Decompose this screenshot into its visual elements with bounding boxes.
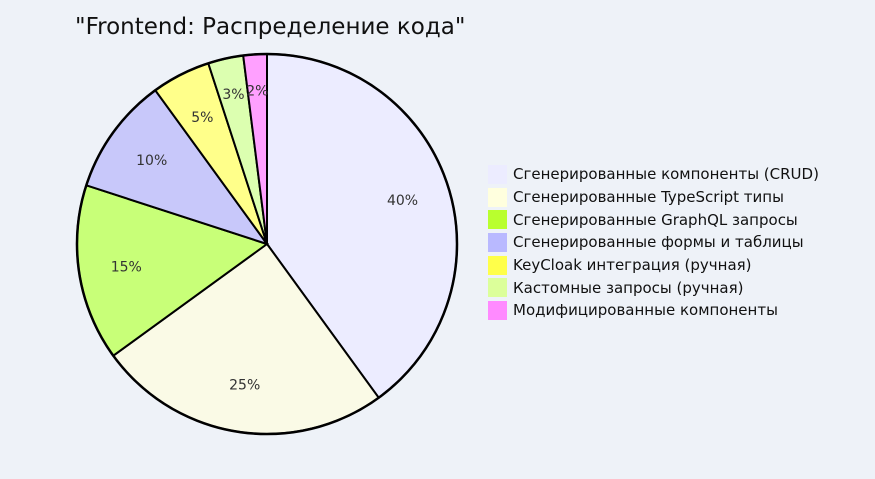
chart-title: "Frontend: Распределение кода" [75,14,466,40]
legend-label: Сгенерированные GraphQL запросы [513,210,798,229]
slice-label: 5% [191,110,213,126]
legend-swatch [488,255,507,275]
legend-swatch [488,164,507,184]
legend-swatch [488,300,507,320]
legend-label: Сгенерированные формы и таблицы [513,233,804,252]
slice-label: 10% [136,153,167,169]
legend-item: Сгенерированные компоненты (CRUD) [488,163,819,186]
legend-item: KeyCloak интеграция (ручная) [488,254,819,277]
legend-item: Кастомные запросы (ручная) [488,276,819,299]
slice-label: 25% [229,378,260,394]
legend-item: Сгенерированные TypeScript типы [488,186,819,209]
legend-item: Сгенерированные формы и таблицы [488,231,819,254]
legend-item: Сгенерированные GraphQL запросы [488,208,819,231]
legend-label: Кастомные запросы (ручная) [513,278,744,297]
legend-label: Модифицированные компоненты [513,301,778,320]
legend-label: KeyCloak интеграция (ручная) [513,256,752,275]
legend-swatch [488,232,507,252]
slice-label: 15% [111,259,142,275]
slice-label: 2% [246,83,268,99]
legend-swatch [488,187,507,207]
legend-item: Модифицированные компоненты [488,299,819,322]
slice-label: 3% [222,87,244,103]
slice-label: 40% [387,193,418,209]
legend-label: Сгенерированные компоненты (CRUD) [513,165,819,184]
legend-swatch [488,210,507,230]
legend-label: Сгенерированные TypeScript типы [513,188,784,207]
legend-swatch [488,278,507,298]
chart-legend: Сгенерированные компоненты (CRUD) Сгенери… [488,163,819,322]
